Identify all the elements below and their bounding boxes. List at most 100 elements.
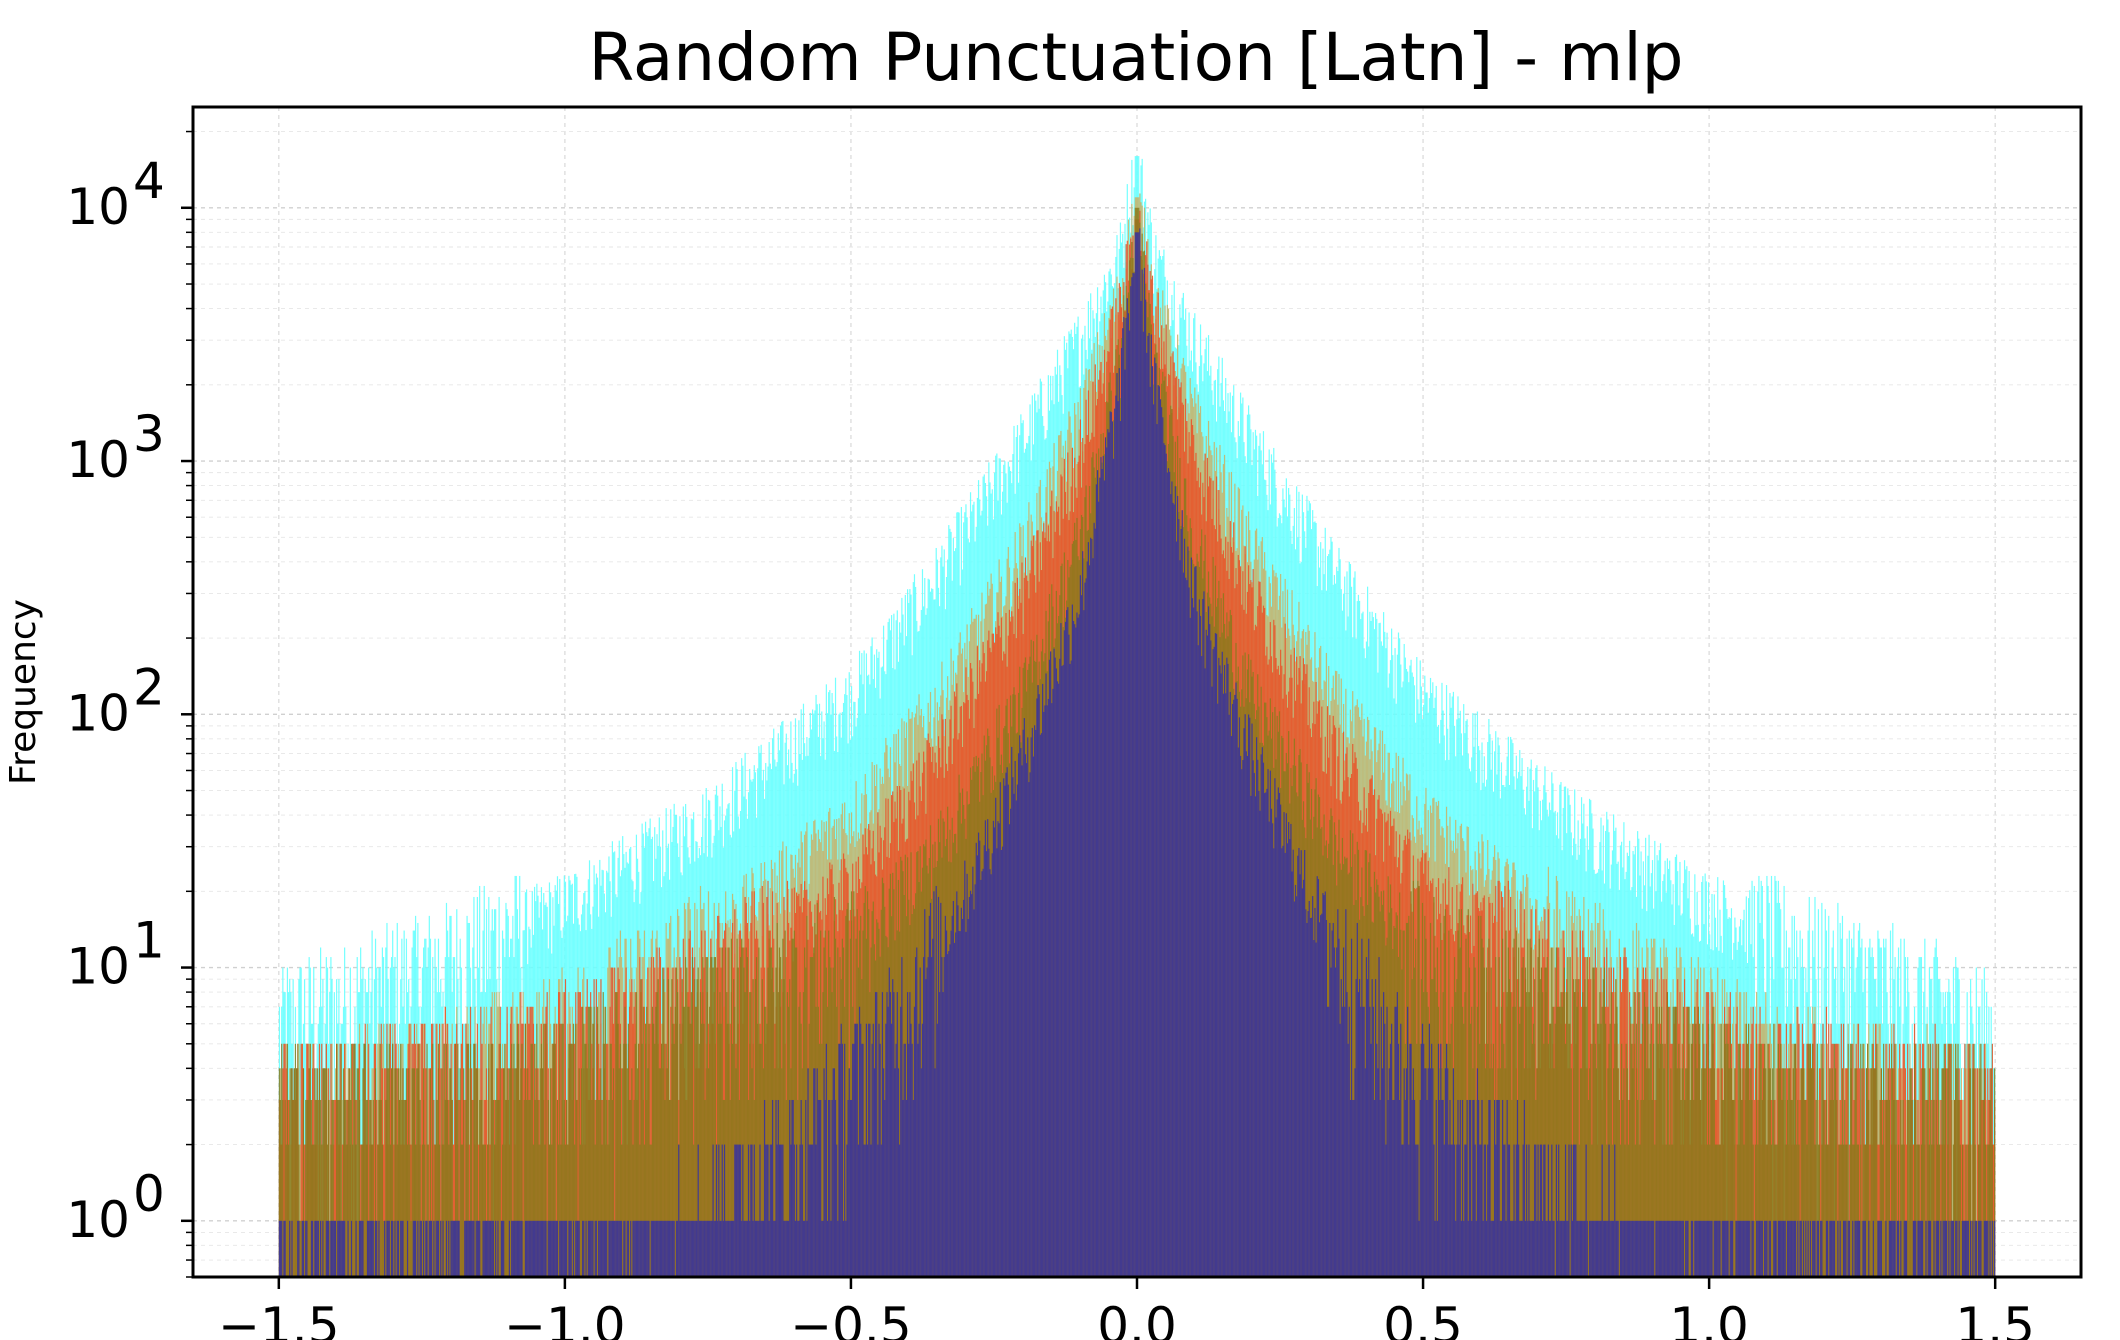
histogram-bar	[409, 1144, 411, 1277]
histogram-bar	[548, 979, 551, 1277]
histogram-bar	[634, 1043, 636, 1277]
histogram-bar	[298, 1144, 300, 1277]
histogram-bar	[663, 979, 665, 1277]
histogram-bar	[360, 1144, 362, 1277]
histogram-bar	[414, 1144, 417, 1277]
histogram-bar	[697, 967, 699, 1277]
histogram-bar	[625, 1043, 627, 1277]
histogram-bar	[773, 992, 775, 1277]
histogram-bar	[480, 1099, 482, 1277]
histogram-bar	[648, 1023, 650, 1277]
histogram-bar	[283, 1043, 285, 1277]
histogram-bar	[1964, 1043, 1966, 1277]
histogram-bar	[509, 1068, 512, 1277]
histogram-bar	[300, 1043, 302, 1277]
histogram-bar	[1960, 1099, 1963, 1277]
histogram-bar	[726, 992, 728, 1277]
histogram-bar	[318, 1068, 321, 1277]
histogram-bar	[536, 1023, 538, 1277]
histogram-bar	[1665, 979, 1667, 1277]
histogram-bar	[535, 1099, 537, 1277]
histogram-bar	[303, 1220, 306, 1277]
histogram-bar	[546, 992, 548, 1277]
histogram-bar	[418, 1043, 420, 1277]
histogram-bar	[363, 1043, 365, 1277]
histogram-bar	[734, 1006, 736, 1277]
histogram-bar	[566, 921, 568, 1277]
histogram-bar	[741, 938, 743, 1277]
plot-area	[181, 105, 2083, 1289]
histogram-bar	[524, 1023, 527, 1277]
histogram-bar	[655, 1006, 657, 1277]
histogram-bar	[574, 1144, 576, 1277]
histogram-bar	[669, 1099, 671, 1277]
histogram-bar	[355, 1144, 357, 1277]
histogram-bar	[632, 1144, 634, 1277]
histogram-bar	[545, 1023, 547, 1277]
histogram-bar	[725, 947, 727, 1277]
histogram-bar	[320, 1099, 322, 1277]
histogram-bar	[667, 979, 670, 1277]
histogram-bar	[681, 979, 683, 1277]
histogram-bar	[699, 992, 702, 1277]
histogram-bar	[331, 1099, 333, 1277]
histogram-bar	[386, 1043, 388, 1277]
histogram-bar	[513, 1043, 515, 1277]
histogram-bar	[698, 1043, 700, 1277]
histogram-bar	[1752, 1006, 1754, 1277]
histogram-bar	[495, 909, 497, 1277]
histogram-bar	[348, 1068, 350, 1277]
histogram-bar	[519, 1099, 521, 1277]
histogram-bar	[704, 1099, 706, 1277]
histogram-bar	[611, 1099, 613, 1277]
histogram-bar	[451, 1099, 453, 1277]
histogram-bar	[523, 1099, 525, 1277]
histogram-bar	[695, 1006, 697, 1277]
histogram-bar	[721, 947, 723, 1277]
histogram-bar	[412, 1068, 414, 1277]
histogram-bar	[649, 1144, 651, 1277]
histogram-bar	[701, 1023, 703, 1277]
histogram-bar	[525, 1099, 528, 1277]
histogram-bar	[616, 992, 618, 1277]
histogram-bar	[436, 1099, 438, 1277]
histogram-bar	[679, 1023, 681, 1277]
histogram-bar	[300, 1220, 302, 1277]
histogram-bar	[743, 967, 745, 1277]
histogram-bar	[420, 1023, 422, 1277]
histogram-bar	[448, 1144, 450, 1277]
histogram-bar	[619, 1043, 622, 1277]
histogram-bar	[705, 957, 707, 1277]
histogram-bar	[546, 1220, 548, 1277]
histogram-bar	[1753, 1099, 1755, 1277]
histogram-bar	[550, 1068, 552, 1277]
histogram-bar	[644, 1023, 647, 1277]
histogram-bar	[647, 1068, 649, 1277]
histogram-bar	[713, 957, 715, 1277]
histogram-bar	[631, 1068, 633, 1277]
histogram-bar	[776, 922, 778, 1277]
histogram-bar	[639, 957, 641, 1277]
histogram-bar	[1619, 957, 1622, 1277]
histogram-bar	[609, 1043, 611, 1277]
histogram-bar	[1896, 1099, 1898, 1277]
histogram-bar	[1466, 915, 1468, 1277]
histogram-bar	[455, 1043, 457, 1277]
histogram-bar	[444, 1099, 446, 1277]
histogram-bar	[722, 1099, 724, 1277]
histogram-bar	[522, 1220, 524, 1277]
histogram-bar	[693, 1144, 695, 1277]
histogram-bar	[762, 1068, 765, 1277]
histogram-bar	[380, 1099, 382, 1277]
histogram-bar	[469, 1043, 472, 1277]
histogram-bar	[398, 1099, 401, 1277]
histogram-bar	[306, 1099, 308, 1277]
histogram-bar	[372, 1099, 374, 1277]
histogram-bar	[1951, 1099, 1953, 1277]
histogram-bar	[452, 957, 454, 1277]
histogram-bar	[295, 1068, 298, 1277]
histogram-bar	[607, 1144, 609, 1277]
histogram-bar	[558, 992, 560, 1277]
histogram-bar	[710, 957, 712, 1277]
histogram-bar	[711, 957, 713, 1277]
